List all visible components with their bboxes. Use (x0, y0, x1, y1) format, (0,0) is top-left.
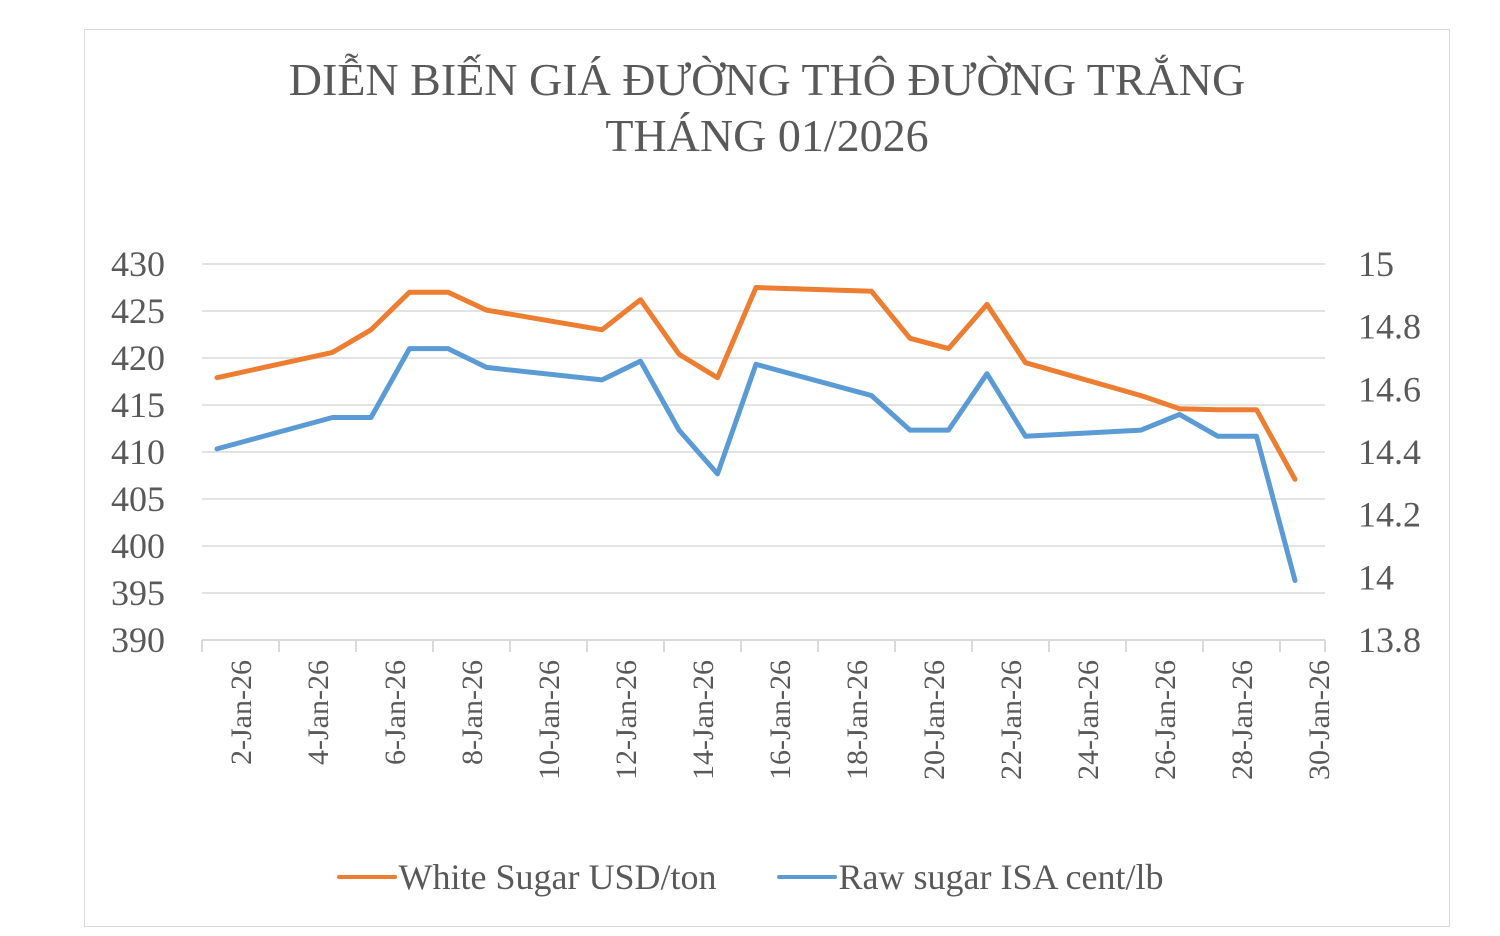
chart-title: DIỄN BIẾN GIÁ ĐƯỜNG THÔ ĐƯỜNG TRẮNG THÁN… (84, 52, 1450, 164)
left-y-tick-label: 425 (111, 291, 165, 331)
x-tick-label: 4-Jan-26 (302, 660, 335, 765)
left-y-tick-label: 390 (111, 620, 165, 660)
x-tick-label: 18-Jan-26 (841, 660, 874, 780)
left-y-tick-label: 410 (111, 432, 165, 472)
left-y-tick-label: 405 (111, 479, 165, 519)
legend-item-white-sugar: White Sugar USD/ton (336, 856, 717, 898)
chart-title-line-2: THÁNG 01/2026 (605, 110, 929, 161)
x-tick-label: 28-Jan-26 (1226, 660, 1259, 780)
white-sugar-line (214, 285, 1298, 482)
right-y-tick-label: 15 (1358, 244, 1394, 284)
series-lines (214, 285, 1298, 583)
left-y-tick-label: 400 (111, 526, 165, 566)
right-y-tick-label: 14.4 (1358, 432, 1421, 472)
legend-label-white-sugar: White Sugar USD/ton (398, 857, 717, 897)
left-y-tick-label: 430 (111, 244, 165, 284)
right-y-tick-label: 14.8 (1358, 307, 1421, 347)
x-tick-label: 14-Jan-26 (687, 660, 720, 780)
x-tick-label: 30-Jan-26 (1303, 660, 1336, 780)
right-y-axis: 15 14.8 14.6 14.4 14.2 14 13.8 (1358, 244, 1421, 660)
legend: White Sugar USD/ton Raw sugar ISA cent/l… (0, 856, 1500, 898)
right-y-tick-label: 14.2 (1358, 495, 1421, 535)
x-tick-label: 22-Jan-26 (995, 660, 1028, 780)
x-tick-label: 20-Jan-26 (918, 660, 951, 780)
legend-label-raw-sugar: Raw sugar ISA cent/lb (838, 857, 1164, 897)
gridlines (202, 263, 1325, 594)
blue-line-swatch-icon (776, 875, 837, 879)
right-y-tick-label: 14.6 (1358, 369, 1421, 409)
left-y-tick-label: 420 (111, 338, 165, 378)
x-tick-label: 6-Jan-26 (379, 660, 412, 765)
x-tick-label: 24-Jan-26 (1072, 660, 1105, 780)
left-y-tick-label: 395 (111, 573, 165, 613)
right-y-tick-label: 13.8 (1358, 620, 1421, 660)
legend-item-raw-sugar: Raw sugar ISA cent/lb (776, 856, 1164, 898)
x-tick-label: 12-Jan-26 (610, 660, 643, 780)
left-y-axis: 430 425 420 415 410 405 400 395 390 (111, 244, 165, 660)
x-tick-label: 10-Jan-26 (533, 660, 566, 780)
x-tick-label: 16-Jan-26 (764, 660, 797, 780)
left-y-tick-label: 415 (111, 385, 165, 425)
right-y-tick-label: 14 (1358, 557, 1394, 597)
x-tick-label: 2-Jan-26 (225, 660, 258, 765)
x-tick-label: 26-Jan-26 (1149, 660, 1182, 780)
raw-sugar-line (214, 346, 1298, 583)
chart-title-line-1: DIỄN BIẾN GIÁ ĐƯỜNG THÔ ĐƯỜNG TRẮNG (288, 54, 1246, 105)
x-axis: 2-Jan-26 4-Jan-26 6-Jan-26 8-Jan-26 10-Jan-2… (201, 639, 1336, 780)
x-tick-label: 8-Jan-26 (456, 660, 489, 765)
chart-frame (84, 29, 1450, 927)
orange-line-swatch-icon (336, 875, 397, 879)
